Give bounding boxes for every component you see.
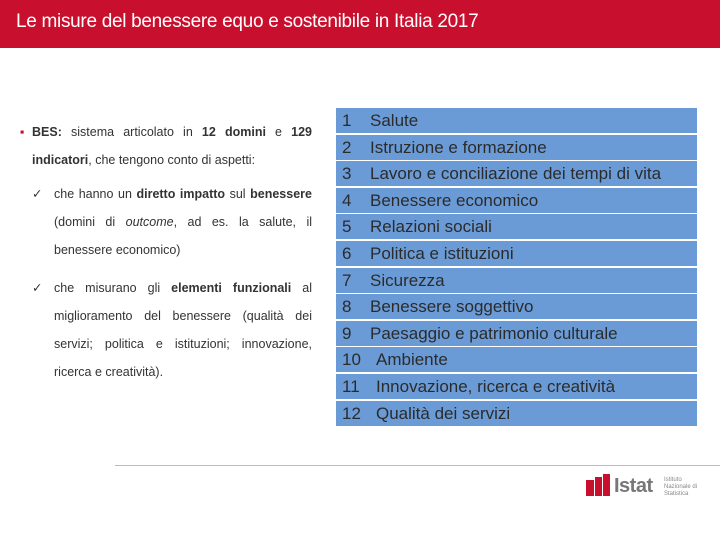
domain-number: 6: [342, 243, 352, 263]
domain-number: 10: [342, 350, 361, 370]
logo-name: Istat: [614, 475, 653, 497]
domain-row: 6 Politica e istituzioni: [336, 240, 697, 266]
logo-subtitle: Istituto Nazionale di Statistica: [664, 477, 698, 497]
domain-label: Ambiente: [376, 350, 448, 370]
domain-row: 7 Sicurezza: [336, 267, 697, 293]
domain-label: Salute: [370, 111, 419, 130]
domain-row: 1 Salute: [336, 108, 697, 133]
text-run: sistema articolato in: [61, 125, 202, 139]
domain-label: Innovazione, ricerca e creatività: [376, 376, 616, 396]
domain-row: 3 Lavoro e conciliazione dei tempi di vit…: [336, 161, 697, 187]
intro-bullet: BES: sistema articolato in 12 domini e 1…: [20, 118, 312, 174]
domain-row: 10 Ambiente: [336, 347, 697, 373]
text-run: (domini di: [54, 215, 126, 229]
domain-number: 7: [342, 270, 352, 290]
logo-block: [595, 477, 602, 496]
logo: Istat Istituto Nazionale di Statistica: [584, 474, 704, 500]
logo-mark: [586, 474, 610, 496]
domain-number: 11: [342, 376, 360, 396]
logo-block: [586, 480, 594, 496]
domain-label: Benessere soggettivo: [370, 297, 534, 317]
domain-label: Politica e istituzioni: [370, 243, 514, 263]
domain-label: Relazioni sociali: [370, 217, 492, 237]
domain-number: 5: [342, 217, 352, 237]
domain-number: 12: [342, 403, 361, 423]
check-bullet: che misurano gli elementi funzionali al …: [20, 274, 312, 386]
domain-label: Lavoro e conciliazione dei tempi di vita: [370, 164, 662, 184]
header-bar: Le misure del benessere equo e sostenibi…: [0, 0, 720, 48]
domain-label: Benessere economico: [370, 190, 539, 210]
text-run: che hanno un: [54, 187, 137, 201]
text-run: sul: [225, 187, 251, 201]
text-run: e: [265, 125, 292, 139]
check-bullet: che hanno un diretto impatto sul benesse…: [20, 180, 312, 264]
logo-block: [603, 474, 610, 496]
domain-number: 4: [342, 190, 352, 210]
domain-number: 1: [342, 111, 352, 130]
text-run: 12 domini: [201, 125, 266, 139]
text-run: che misurano gli: [54, 281, 172, 295]
text-run: , ad es. la salute, il benessere economi…: [54, 215, 312, 257]
domain-number: 8: [342, 297, 352, 317]
domain-label: Qualità dei servizi: [376, 403, 511, 423]
text-run: , che tengono conto di aspetti:: [88, 153, 256, 167]
domain-label: Istruzione e formazione: [370, 137, 547, 157]
domain-row: 8 Benessere soggettivo: [336, 294, 697, 320]
domain-number: 3: [342, 164, 352, 184]
domain-label: Paesaggio e patrimonio culturale: [370, 323, 618, 343]
domain-row: 2 Istruzione e formazione: [336, 134, 697, 160]
footer-rule: [115, 465, 720, 466]
domain-number: 2: [342, 137, 352, 157]
text-run: outcome: [125, 215, 174, 229]
domain-row: 9 Paesaggio e patrimonio culturale: [336, 320, 697, 346]
text-run: diretto impatto: [136, 187, 226, 201]
slide-title: Le misure del benessere equo e sostenibi…: [16, 11, 479, 32]
text-run: 129 indicatori: [32, 125, 312, 167]
text-run: al miglioramento del benessere (qualità …: [54, 281, 313, 379]
domain-list: 1 Salute 2 Istruzione e formazione 3 Lavoro e…: [336, 108, 697, 427]
domain-row: 5 Relazioni sociali: [336, 214, 697, 240]
domain-row: 4 Benessere economico: [336, 187, 697, 213]
text-run: BES:: [32, 125, 62, 139]
domain-label: Sicurezza: [370, 270, 445, 290]
text-run: benessere: [250, 187, 312, 201]
domain-row: 12 Qualità dei servizi: [336, 400, 697, 426]
text-run: elementi funzionali: [171, 281, 292, 295]
text-column: BES: sistema articolato in 12 domini e 1…: [20, 118, 312, 396]
domain-row: 11 Innovazione, ricerca e creatività: [336, 373, 697, 399]
domain-number: 9: [342, 323, 352, 343]
